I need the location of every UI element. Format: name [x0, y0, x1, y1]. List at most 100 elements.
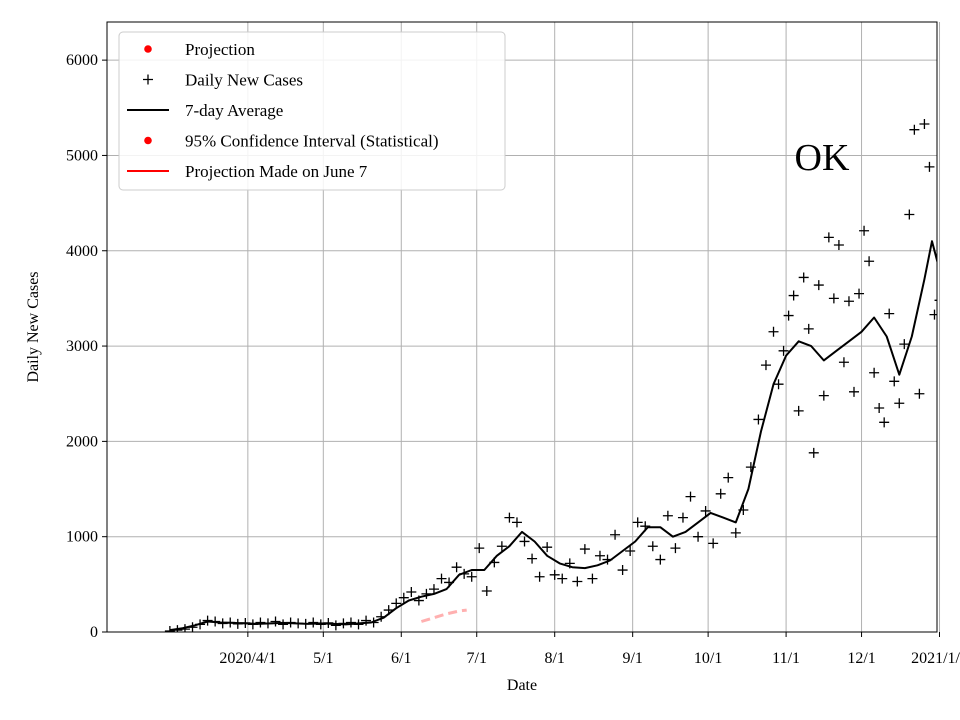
daily-case-point — [452, 562, 462, 572]
daily-case-point — [894, 398, 904, 408]
daily-case-point — [308, 617, 318, 627]
y-tick-label: 6000 — [66, 52, 98, 69]
daily-case-point — [165, 626, 175, 636]
y-tick-label: 4000 — [66, 243, 98, 260]
state-label: OK — [795, 137, 850, 179]
daily-case-point — [784, 311, 794, 321]
7-day-average-line — [170, 241, 950, 630]
daily-case-point — [909, 125, 919, 135]
legend-label: Daily New Cases — [185, 71, 303, 90]
y-tick-label: 1000 — [66, 529, 98, 546]
daily-case-point — [854, 289, 864, 299]
daily-case-point — [512, 517, 522, 527]
daily-case-point — [940, 290, 950, 300]
daily-case-point — [482, 586, 492, 596]
daily-case-point — [761, 360, 771, 370]
daily-case-point — [753, 414, 763, 424]
95-confidence-interval-statistical-band — [421, 610, 466, 621]
daily-case-point — [874, 403, 884, 413]
y-tick-label: 0 — [90, 624, 98, 641]
daily-case-point — [914, 389, 924, 399]
x-tick-label: 9/1 — [622, 650, 642, 667]
legend-label: Projection — [185, 40, 255, 59]
x-tick-label: 5/1 — [313, 650, 333, 667]
daily-case-point — [708, 538, 718, 548]
daily-new-cases-layer — [165, 119, 955, 636]
daily-case-point — [809, 448, 819, 458]
daily-case-point — [693, 532, 703, 542]
daily-case-point — [904, 210, 914, 220]
daily-case-point — [844, 296, 854, 306]
y-axis-label: Daily New Cases — [25, 271, 42, 382]
daily-case-point — [799, 272, 809, 282]
daily-case-point — [789, 291, 799, 301]
legend-label: 7-day Average — [185, 101, 283, 120]
daily-case-point — [824, 232, 834, 242]
daily-case-point — [618, 565, 628, 575]
daily-case-point — [527, 554, 537, 564]
x-tick-label: 8/1 — [544, 650, 564, 667]
x-axis-label: Date — [507, 677, 537, 694]
daily-case-point — [406, 587, 416, 597]
daily-case-point — [655, 555, 665, 565]
daily-case-point — [919, 119, 929, 129]
x-tick-label: 11/1 — [772, 650, 800, 667]
daily-case-point — [535, 572, 545, 582]
daily-case-point — [723, 473, 733, 483]
daily-case-point — [716, 489, 726, 499]
daily-case-point — [804, 324, 814, 334]
daily-case-point — [678, 513, 688, 523]
daily-case-point — [663, 511, 673, 521]
daily-case-point — [686, 492, 696, 502]
legend-label: 95% Confidence Interval (Statistical) — [185, 132, 439, 151]
daily-case-point — [610, 530, 620, 540]
x-tick-label: 7/1 — [467, 650, 487, 667]
x-tick-label: 2020/4/1 — [219, 650, 276, 667]
daily-case-point — [834, 240, 844, 250]
daily-case-point — [859, 226, 869, 236]
projection-made-on-june-7-lower-line — [952, 294, 960, 513]
y-tick-label: 2000 — [66, 433, 98, 450]
projection-point — [951, 277, 959, 285]
chart-svg: 0 1000 2000 3000 4000 5000 6000 2020/4/1 5/1 6/1 7… — [0, 0, 960, 720]
daily-case-point — [474, 543, 484, 553]
projection-dots-layer — [951, 168, 960, 285]
x-tick-label: 10/1 — [694, 650, 722, 667]
daily-case-point — [769, 327, 779, 337]
daily-case-point — [520, 536, 530, 546]
daily-case-point — [331, 620, 341, 630]
y-tick-label: 5000 — [66, 147, 98, 164]
projection-point — [956, 276, 960, 284]
daily-case-point — [839, 357, 849, 367]
daily-case-point — [819, 391, 829, 401]
daily-case-point — [346, 617, 356, 627]
daily-case-point — [670, 543, 680, 553]
daily-case-point — [945, 382, 955, 392]
daily-case-point — [814, 280, 824, 290]
confidence-interval-layer — [421, 610, 466, 621]
projection-made-on-june-7-upper-line — [952, 13, 960, 270]
legend: Projection Daily New Cases 7-day Average 95… — [119, 32, 505, 190]
x-tick-label: 2021/1/1 — [911, 650, 960, 667]
daily-case-point — [889, 376, 899, 386]
daily-case-point — [884, 309, 894, 319]
legend-marker-dot — [144, 45, 152, 53]
daily-case-point — [580, 544, 590, 554]
daily-case-point — [587, 574, 597, 584]
daily-case-point — [924, 162, 934, 172]
daily-case-point — [869, 368, 879, 378]
daily-case-point — [864, 256, 874, 266]
legend-marker-dot — [144, 137, 152, 145]
daily-case-point — [572, 576, 582, 586]
x-tick-label: 12/1 — [847, 650, 875, 667]
daily-case-point — [829, 293, 839, 303]
daily-case-point — [648, 541, 658, 551]
y-tick-label: 3000 — [66, 338, 98, 355]
daily-case-point — [794, 406, 804, 416]
daily-case-point — [849, 387, 859, 397]
daily-case-point — [255, 617, 265, 627]
daily-case-point — [929, 310, 939, 320]
legend-label: Projection Made on June 7 — [185, 162, 368, 181]
daily-case-point — [504, 513, 514, 523]
x-tick-label: 6/1 — [391, 650, 411, 667]
